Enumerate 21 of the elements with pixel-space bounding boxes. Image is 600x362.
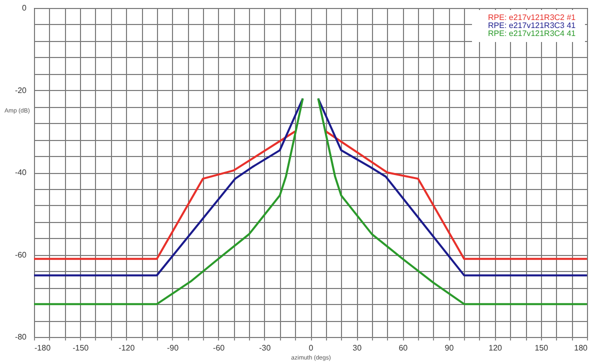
x-tick-label: -120 (118, 344, 136, 352)
text: RPE: e217v121R3C2 #1 (488, 13, 576, 22)
y-tick-label: -40 (14, 168, 28, 177)
x-tick-label: -90 (166, 344, 180, 352)
x-tick-label: 180 (574, 344, 588, 352)
text: RPE: e217v121R3C4 41 (488, 29, 576, 38)
x-tick-label: 150 (534, 344, 549, 352)
y-tick-label: -80 (14, 332, 28, 342)
x-tick-label: -60 (213, 344, 226, 352)
text: RPE: e217v121R3C3 41 (488, 21, 576, 30)
y-tick-label: -60 (14, 250, 28, 260)
x-tick-label: -30 (259, 344, 272, 352)
x-tick-label: 30 (352, 344, 362, 352)
x-tick-label: -180 (34, 344, 52, 352)
x-tick-label: 90 (444, 344, 454, 352)
x-tick-label: 60 (398, 344, 408, 352)
y-tick-label: 0 (22, 4, 28, 12)
y-tick-label: -20 (14, 86, 28, 95)
x-tick-label: 120 (488, 344, 503, 352)
x-tick-label: -150 (72, 344, 90, 352)
x-tick-label: 0 (308, 344, 314, 352)
